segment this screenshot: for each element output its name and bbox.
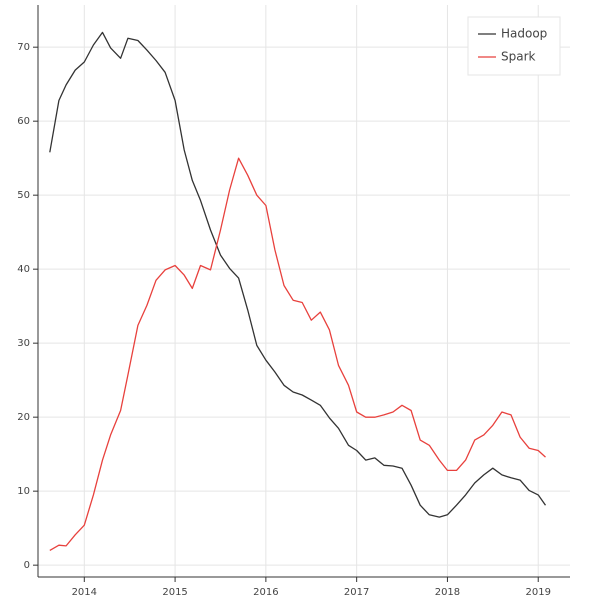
x-tick-label: 2019 (525, 587, 550, 598)
y-tick-label: 0 (24, 560, 30, 571)
x-tick-label: 2016 (253, 587, 278, 598)
y-tick-label: 10 (17, 486, 30, 497)
legend-label: Spark (501, 50, 536, 64)
x-tick-label: 2018 (435, 587, 460, 598)
x-tick-label: 2015 (162, 587, 187, 598)
y-tick-label: 40 (17, 264, 30, 275)
legend-label: Hadoop (501, 27, 547, 41)
y-tick-label: 30 (17, 338, 30, 349)
legend-box (467, 16, 561, 76)
x-tick-label: 2014 (72, 587, 97, 598)
y-tick-label: 70 (17, 42, 30, 53)
x-tick-label: 2017 (344, 587, 369, 598)
y-tick-label: 50 (17, 190, 30, 201)
y-tick-label: 20 (17, 412, 30, 423)
y-tick-label: 60 (17, 116, 30, 127)
series-line (49, 31, 547, 518)
series-line (49, 157, 546, 551)
